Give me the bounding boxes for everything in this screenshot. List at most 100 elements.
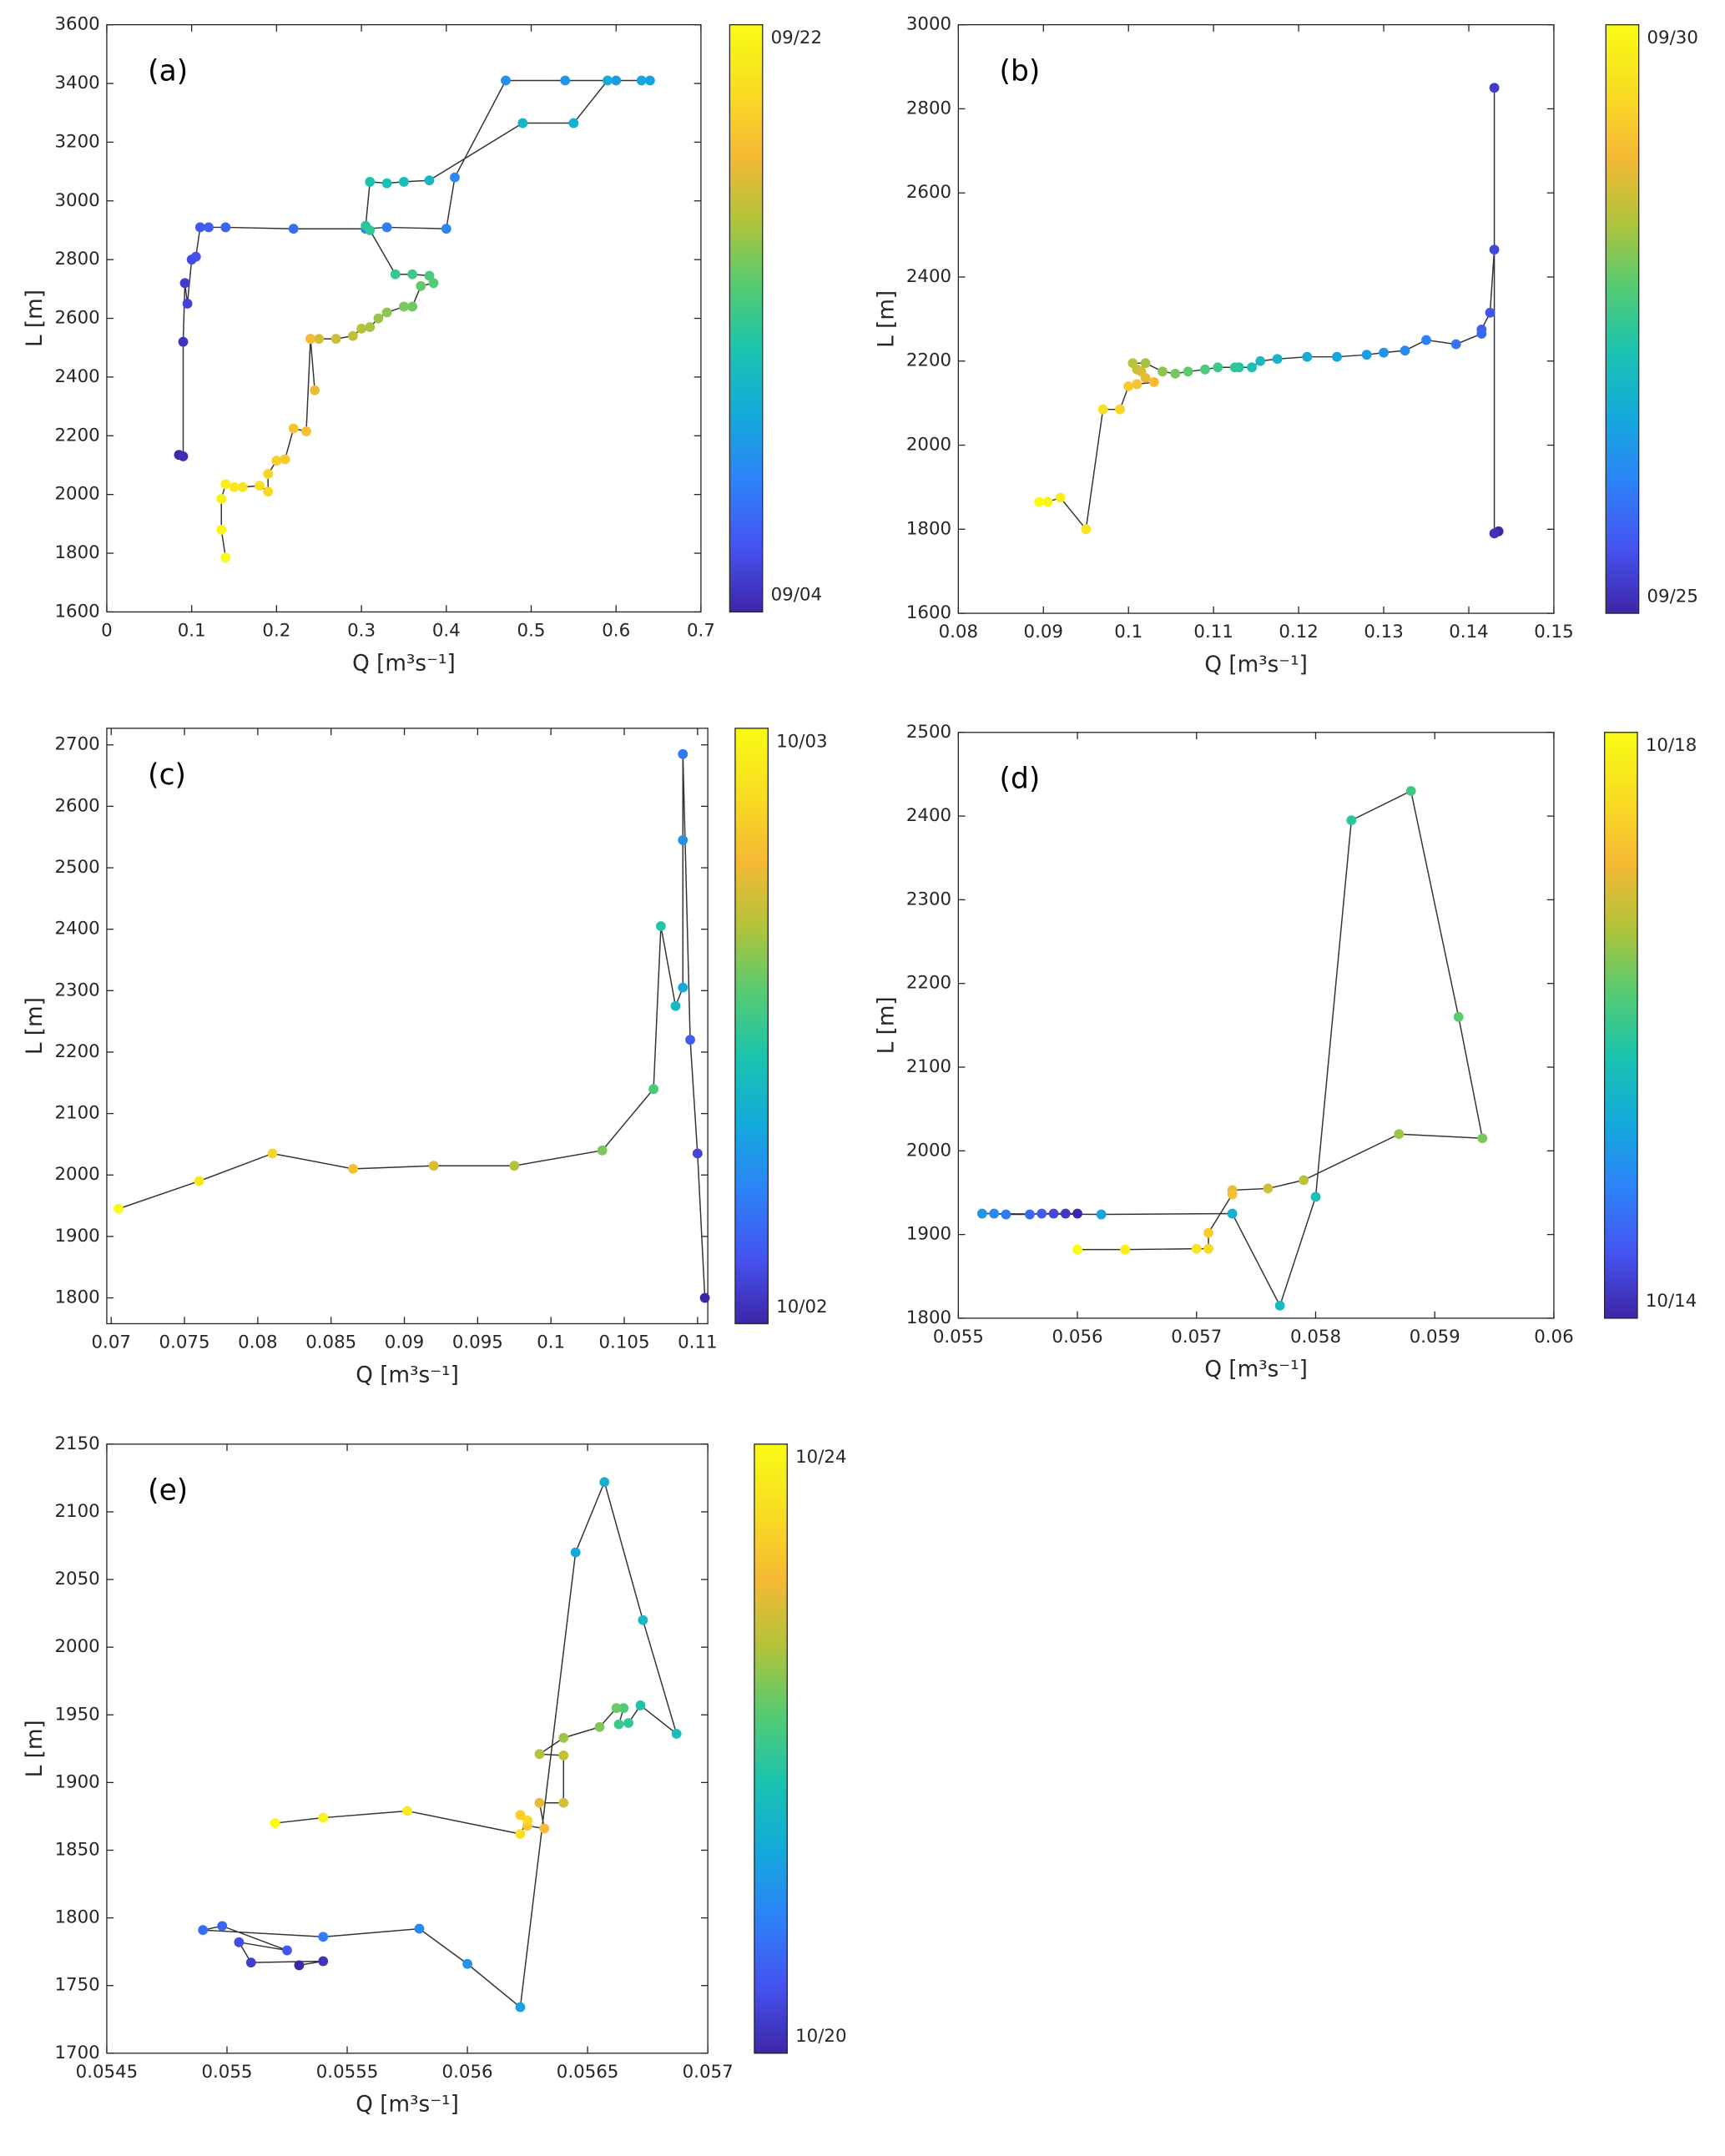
- point: [1227, 1189, 1238, 1200]
- point: [1227, 1208, 1238, 1219]
- point: [1203, 1243, 1213, 1254]
- point: [1450, 339, 1461, 350]
- point: [462, 1958, 472, 1969]
- y-axis-label: L [m]: [23, 997, 48, 1055]
- panel-label: (b): [1000, 55, 1041, 88]
- point: [450, 172, 460, 183]
- point: [1123, 381, 1134, 391]
- x-tick-label: 0.1: [1114, 622, 1142, 642]
- y-tick-label: 2700: [55, 734, 100, 755]
- point: [1453, 1011, 1464, 1022]
- x-tick-label: 0.2: [262, 620, 290, 641]
- point: [416, 280, 426, 291]
- point: [1299, 1175, 1309, 1186]
- y-tick-label: 1700: [55, 2043, 100, 2063]
- point: [568, 118, 579, 128]
- point: [270, 1818, 280, 1828]
- point: [517, 118, 528, 128]
- point: [534, 1797, 545, 1808]
- point: [217, 1921, 228, 1932]
- point: [428, 278, 439, 289]
- point: [255, 481, 265, 491]
- point: [678, 982, 688, 993]
- point: [1346, 815, 1357, 826]
- x-axis-label: Q [m³s⁻¹]: [1204, 1358, 1308, 1383]
- y-tick-label: 1800: [55, 542, 100, 563]
- point: [182, 299, 193, 309]
- point: [399, 177, 409, 187]
- point: [1140, 372, 1151, 383]
- point: [560, 75, 571, 86]
- point: [234, 1937, 245, 1947]
- point: [356, 323, 366, 334]
- point: [597, 1145, 608, 1156]
- point: [318, 1932, 329, 1942]
- point: [381, 178, 392, 189]
- point: [424, 270, 435, 281]
- point: [1048, 1208, 1059, 1219]
- point: [1489, 528, 1500, 539]
- colorbar-label: 10/18: [1646, 735, 1697, 756]
- y-tick-label: 1800: [906, 1307, 951, 1328]
- point: [1421, 335, 1431, 345]
- point: [198, 1925, 209, 1936]
- x-tick-label: 0.056: [442, 2062, 493, 2083]
- y-tick-label: 2200: [906, 973, 951, 994]
- plot-area: [106, 1443, 709, 2054]
- point: [558, 1750, 569, 1761]
- point: [267, 1148, 278, 1159]
- point: [288, 224, 299, 234]
- point: [1096, 1209, 1107, 1220]
- point: [613, 1719, 624, 1730]
- panel: 0 0.1 0.2 0.3 0.4 0.5 0.6 0.7 1600 1800 2000 2200 24…: [23, 14, 822, 677]
- panel: 0.07 0.075 0.08 0.085 0.09 0.095 0.1 0.105 0.11 1…: [23, 728, 828, 1388]
- colorbar-label: 10/24: [795, 1447, 846, 1468]
- point: [1001, 1209, 1011, 1220]
- y-tick-label: 2150: [55, 1433, 100, 1454]
- x-tick-label: 0.06: [1534, 1327, 1573, 1348]
- y-tick-label: 2000: [55, 1164, 100, 1185]
- point: [1148, 377, 1159, 387]
- x-tick-label: 0.5: [517, 620, 546, 641]
- point: [194, 222, 205, 233]
- point: [534, 1749, 545, 1760]
- point: [1042, 496, 1053, 507]
- point: [685, 1035, 695, 1045]
- point: [648, 1084, 659, 1095]
- point: [407, 301, 418, 312]
- point: [1400, 345, 1410, 356]
- y-tick-label: 1800: [906, 518, 951, 539]
- colorbar-label: 09/25: [1647, 586, 1697, 607]
- y-tick-label: 2000: [55, 1636, 100, 1657]
- point: [204, 222, 214, 233]
- point: [220, 222, 231, 233]
- point: [381, 222, 392, 233]
- x-tick-label: 0.105: [598, 1332, 649, 1353]
- point: [611, 1703, 622, 1714]
- x-tick-label: 0.7: [687, 620, 715, 641]
- point: [1379, 347, 1389, 358]
- plot-area: [106, 23, 702, 613]
- point: [407, 269, 418, 280]
- y-tick-label: 2300: [55, 980, 100, 1000]
- y-tick-label: 1850: [55, 1840, 100, 1861]
- colorbar-label: 10/14: [1646, 1291, 1697, 1312]
- point: [190, 251, 201, 262]
- point: [1191, 1243, 1202, 1254]
- point: [1183, 366, 1193, 377]
- point: [402, 1806, 412, 1816]
- point: [348, 330, 358, 341]
- point: [1115, 404, 1125, 415]
- point: [263, 469, 274, 479]
- point: [1081, 524, 1092, 535]
- point: [558, 1732, 569, 1743]
- point: [638, 1614, 648, 1625]
- point: [194, 1176, 204, 1186]
- point: [414, 1923, 425, 1934]
- colorbar-label: 10/20: [795, 2026, 846, 2047]
- y-tick-label: 2800: [906, 98, 951, 118]
- y-tick-label: 2050: [55, 1569, 100, 1589]
- point: [989, 1208, 1000, 1219]
